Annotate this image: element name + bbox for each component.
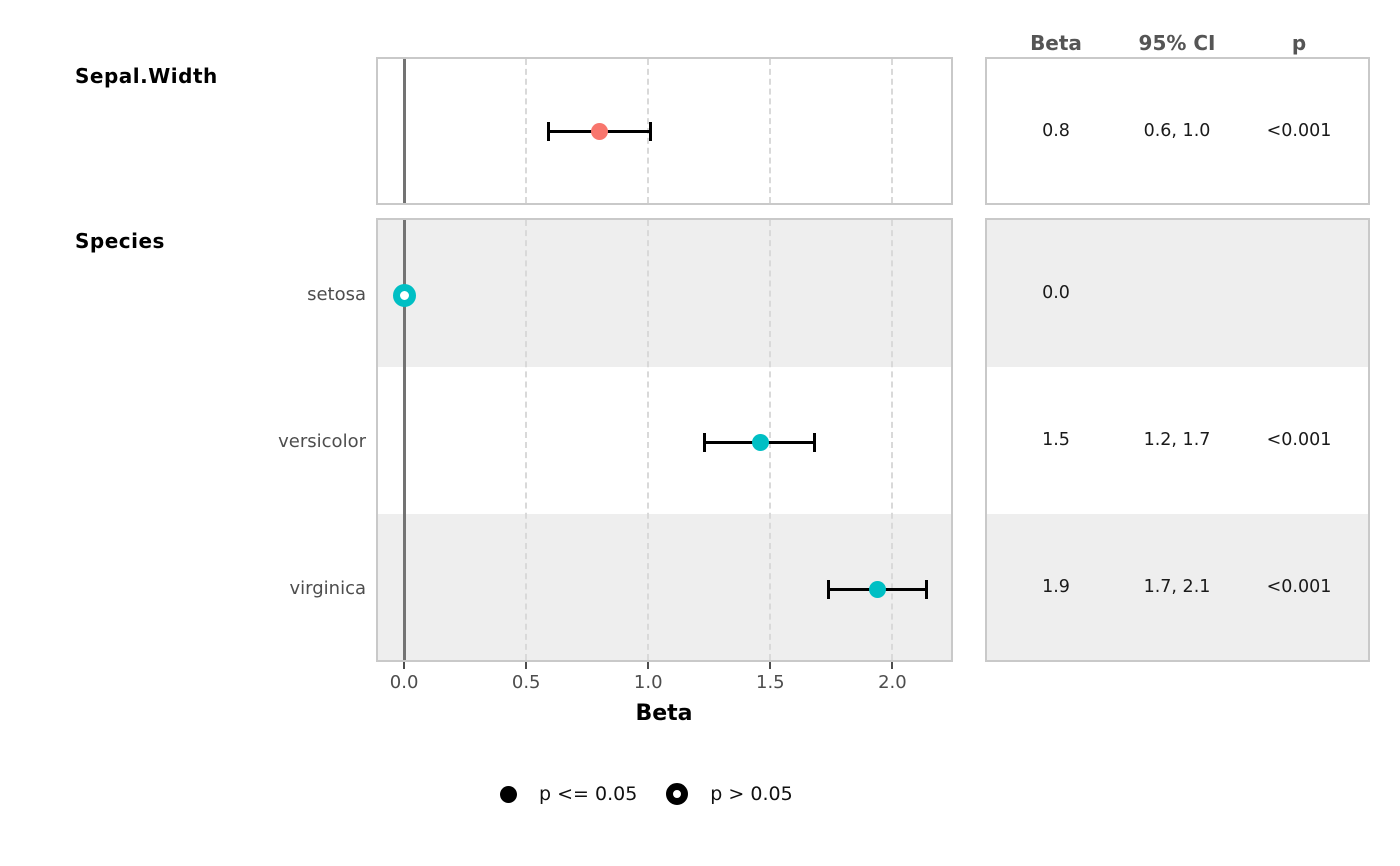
- x-tick-label: 1.5: [756, 672, 785, 693]
- x-tick-mark: [891, 662, 894, 669]
- legend-item-significant: p <= 0.05: [500, 783, 637, 805]
- legend-label: p <= 0.05: [539, 783, 638, 805]
- estimate-point: [590, 122, 608, 140]
- x-axis-title: Beta: [635, 701, 693, 726]
- gridline: [769, 220, 772, 660]
- zero-reference-line: [402, 220, 406, 660]
- row-stripe: [987, 514, 1368, 660]
- level-label-setosa: setosa: [307, 284, 366, 305]
- x-tick-label: 0.5: [511, 672, 541, 693]
- level-label-versicolor: versicolor: [278, 431, 366, 452]
- table-header-p: p: [1291, 31, 1307, 55]
- estimate-point: [869, 580, 887, 598]
- table-cell-p: <0.001: [1266, 577, 1332, 597]
- table-header-beta: Beta: [1030, 31, 1082, 55]
- table-cell-p: <0.001: [1266, 121, 1332, 141]
- zero-reference-line: [402, 59, 406, 203]
- row-stripe: [378, 220, 951, 367]
- table-cell-beta: 1.9: [1042, 577, 1070, 597]
- plot-panel-species: [376, 218, 953, 662]
- plot-panel-sepal-width: [376, 57, 953, 205]
- table-panel-species: [985, 218, 1370, 662]
- x-tick-label: 2.0: [878, 672, 907, 693]
- gridline: [891, 59, 894, 203]
- table-cell-ci: 1.7, 2.1: [1143, 577, 1211, 597]
- table-cell-beta: 0.0: [1042, 283, 1070, 303]
- table-header-ci: 95% CI: [1138, 31, 1216, 55]
- table-cell-p: <0.001: [1266, 430, 1332, 450]
- ci-cap-high: [649, 121, 653, 141]
- table-cell-beta: 1.5: [1042, 430, 1070, 450]
- x-tick-label: 0.0: [389, 672, 419, 693]
- legend-item-not-significant: p > 0.05: [666, 783, 793, 805]
- gridline: [769, 59, 772, 203]
- gridline: [891, 220, 894, 660]
- estimate-point: [752, 433, 770, 451]
- x-tick-mark: [525, 662, 528, 669]
- row-stripe: [987, 220, 1368, 367]
- legend-label: p > 0.05: [710, 783, 793, 805]
- x-tick-label: 1.0: [633, 672, 663, 693]
- row-stripe: [378, 514, 951, 660]
- row-stripe: [987, 367, 1368, 514]
- estimate-point-open: [392, 283, 416, 307]
- level-label-virginica: virginica: [289, 578, 367, 599]
- gridline: [525, 59, 528, 203]
- variable-label-sepal-width: Sepal.Width: [75, 64, 218, 88]
- ci-cap-high: [925, 579, 929, 599]
- ci-cap-low: [546, 121, 550, 141]
- ci-cap-low: [702, 432, 706, 452]
- ci-cap-low: [827, 579, 831, 599]
- x-tick-mark: [769, 662, 772, 669]
- variable-label-species: Species: [75, 229, 165, 253]
- legend: p <= 0.05 p > 0.05: [500, 783, 793, 805]
- x-tick-mark: [403, 662, 406, 669]
- filled-circle-icon: [500, 785, 517, 803]
- x-tick-mark: [647, 662, 650, 669]
- ci-cap-high: [812, 432, 816, 452]
- table-panel-sepal-width: [985, 57, 1370, 205]
- gridline: [647, 220, 650, 660]
- open-circle-icon: [666, 783, 689, 805]
- table-cell-beta: 0.8: [1042, 121, 1070, 141]
- gridline: [525, 220, 528, 660]
- table-cell-ci: 1.2, 1.7: [1143, 430, 1211, 450]
- row-stripe: [378, 367, 951, 514]
- table-cell-ci: 0.6, 1.0: [1143, 121, 1211, 141]
